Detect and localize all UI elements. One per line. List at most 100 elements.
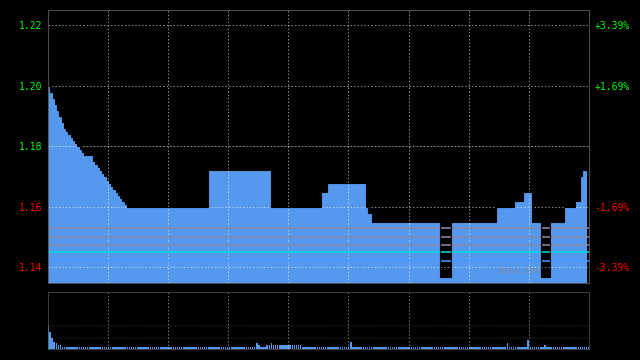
Bar — [388, 347, 389, 349]
Bar — [348, 347, 349, 349]
Bar — [104, 347, 105, 349]
Bar — [429, 347, 431, 349]
Bar — [102, 347, 103, 349]
Bar — [164, 347, 166, 349]
Bar — [97, 347, 99, 349]
Bar — [502, 347, 504, 349]
Bar — [99, 347, 101, 349]
Bar — [189, 347, 191, 349]
Bar — [229, 347, 230, 349]
Bar — [51, 338, 53, 349]
Bar — [390, 347, 391, 349]
Bar — [469, 347, 470, 349]
Bar — [532, 347, 533, 349]
Bar — [335, 347, 337, 349]
Bar — [120, 347, 122, 349]
Bar — [433, 347, 435, 349]
Bar — [563, 347, 564, 349]
Bar — [308, 347, 310, 349]
Bar — [141, 347, 143, 349]
Bar — [346, 347, 348, 349]
Text: sina.com: sina.com — [497, 266, 540, 275]
Bar — [504, 347, 506, 349]
Bar — [442, 347, 444, 349]
Bar — [436, 347, 437, 349]
Bar — [154, 347, 156, 349]
Bar — [206, 347, 207, 349]
Bar — [406, 347, 408, 349]
Bar — [262, 347, 264, 349]
Bar — [137, 347, 139, 349]
Bar — [264, 347, 266, 349]
Bar — [127, 347, 128, 349]
Bar — [476, 347, 477, 349]
Bar — [536, 347, 538, 349]
Bar — [329, 347, 331, 349]
Bar — [415, 347, 416, 349]
Bar — [183, 347, 184, 349]
Bar — [241, 347, 243, 349]
Bar — [362, 347, 364, 349]
Bar — [410, 347, 412, 349]
Bar — [89, 347, 90, 349]
Bar — [559, 347, 561, 349]
Bar — [333, 347, 335, 349]
Bar — [552, 347, 554, 349]
Bar — [200, 347, 201, 349]
Bar — [454, 347, 456, 349]
Bar — [515, 347, 516, 349]
Bar — [258, 345, 260, 349]
Bar — [569, 347, 571, 349]
Bar — [275, 345, 276, 349]
Bar — [79, 347, 80, 349]
Bar — [540, 347, 541, 349]
Bar — [116, 347, 118, 349]
Bar — [60, 345, 61, 349]
Bar — [344, 347, 346, 349]
Bar — [281, 345, 283, 349]
Bar — [56, 343, 57, 349]
Bar — [214, 347, 216, 349]
Bar — [398, 347, 399, 349]
Bar — [413, 347, 414, 349]
Bar — [492, 347, 493, 349]
Bar — [145, 347, 147, 349]
Bar — [106, 347, 108, 349]
Bar — [484, 347, 485, 349]
Bar — [298, 345, 300, 349]
Bar — [64, 347, 65, 349]
Bar — [513, 347, 515, 349]
Bar — [279, 345, 280, 349]
Bar — [525, 347, 527, 349]
Bar — [550, 347, 552, 349]
Bar — [325, 347, 326, 349]
Bar — [246, 347, 247, 349]
Bar — [450, 347, 452, 349]
Bar — [467, 347, 468, 349]
Bar — [438, 347, 439, 349]
Bar — [208, 347, 209, 349]
Bar — [110, 347, 111, 349]
Bar — [179, 347, 180, 349]
Bar — [565, 347, 566, 349]
Bar — [158, 347, 159, 349]
Bar — [74, 347, 76, 349]
Bar — [218, 347, 220, 349]
Bar — [135, 347, 136, 349]
Bar — [70, 347, 72, 349]
Bar — [494, 347, 495, 349]
Bar — [118, 347, 120, 349]
Bar — [95, 347, 97, 349]
Bar — [166, 347, 168, 349]
Bar — [588, 347, 589, 349]
Bar — [473, 347, 475, 349]
Bar — [302, 347, 303, 349]
Bar — [198, 347, 199, 349]
Bar — [527, 339, 529, 349]
Bar — [337, 347, 339, 349]
Bar — [66, 347, 68, 349]
Bar — [428, 347, 429, 349]
Bar — [561, 347, 563, 349]
Bar — [529, 347, 531, 349]
Bar — [358, 347, 360, 349]
